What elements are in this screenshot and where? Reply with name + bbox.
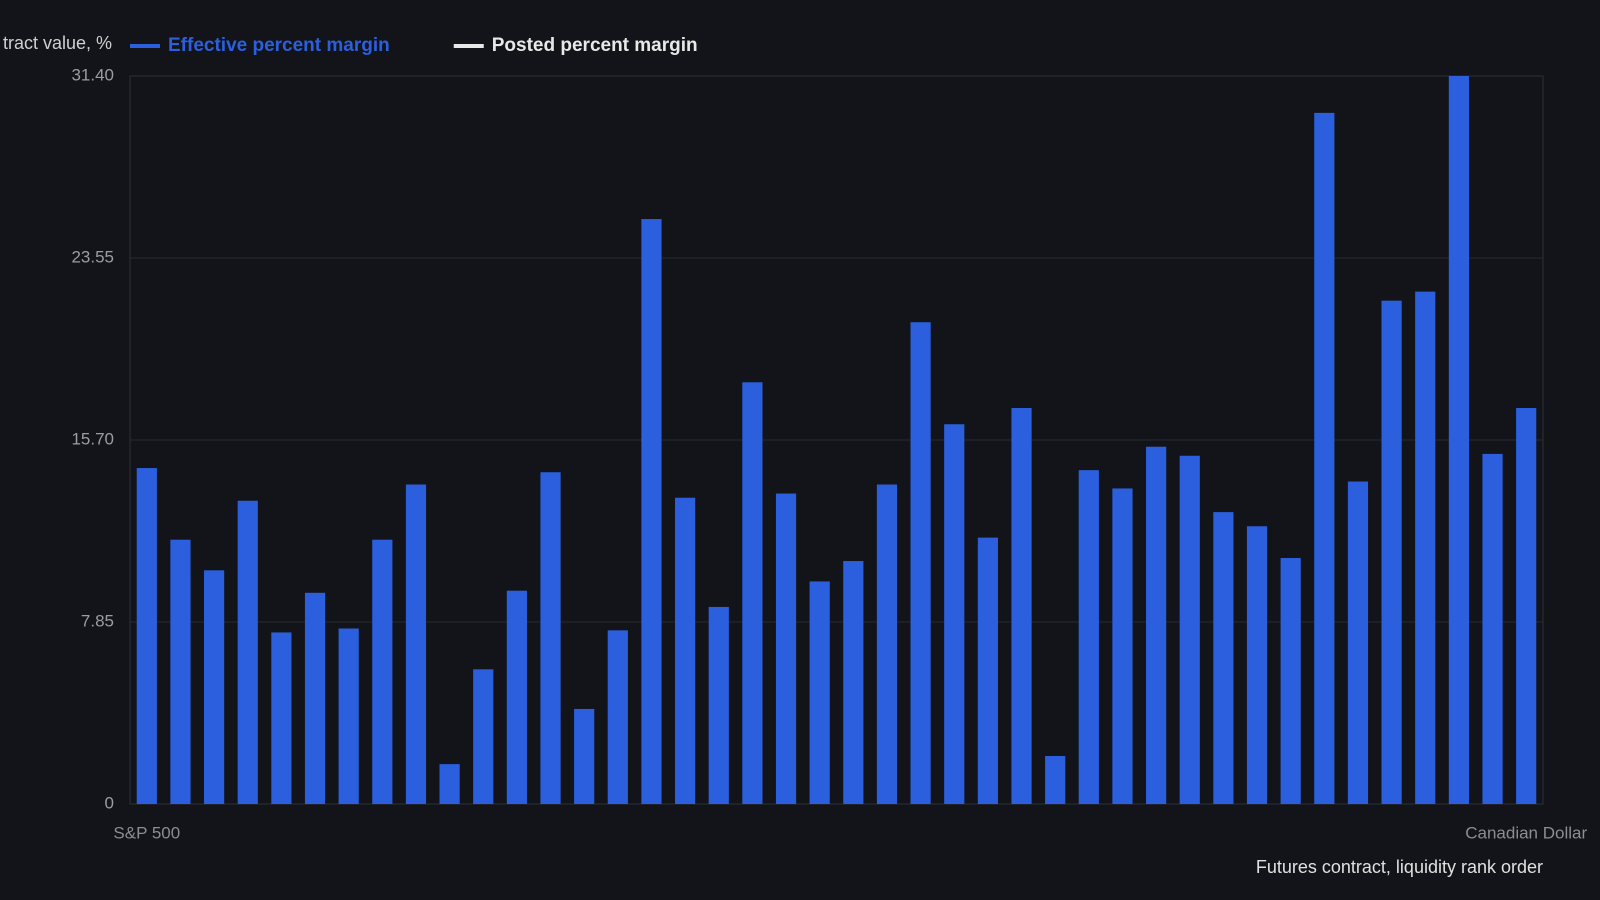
bar: [204, 570, 225, 804]
plot-frame: [129, 75, 1544, 805]
y-axis-label: tract value, %: [3, 33, 112, 53]
bar: [271, 632, 292, 804]
legend-label: Effective percent margin: [168, 35, 390, 56]
bar: [506, 590, 527, 804]
bar: [540, 472, 561, 804]
y-tick-label: 23.55: [71, 247, 114, 266]
bar: [742, 382, 763, 804]
bar: [338, 628, 359, 804]
bar: [304, 592, 326, 804]
bar: [237, 500, 258, 804]
bar: [1078, 470, 1099, 804]
bar: [1482, 453, 1503, 804]
x-tick-label: Canadian Dollar: [1465, 823, 1587, 842]
bar: [1314, 112, 1335, 804]
bar: [1516, 408, 1537, 804]
y-tick-label: 31.40: [71, 65, 114, 84]
y-tick-label: 15.70: [71, 429, 114, 448]
y-tick-label: 0: [105, 793, 114, 812]
bar: [809, 581, 830, 804]
bar: [372, 539, 393, 804]
bar: [439, 764, 460, 804]
bar: [1213, 512, 1234, 804]
bar: [1415, 291, 1436, 805]
bar: [944, 424, 965, 804]
bar: [641, 219, 662, 804]
bar: [977, 537, 998, 804]
bar: [910, 322, 931, 804]
bar: [876, 484, 898, 804]
bar: [1011, 408, 1032, 804]
y-tick-label: 7.85: [81, 611, 114, 630]
bar: [675, 497, 696, 804]
bar: [574, 708, 595, 804]
bar: [1112, 488, 1133, 804]
bar: [1448, 76, 1469, 804]
bar: [775, 493, 797, 804]
bar: [1381, 300, 1402, 804]
bar: [405, 484, 427, 804]
bar: [1179, 455, 1200, 804]
x-tick-label: S&P 500: [113, 823, 180, 842]
x-axis-label: Futures contract, liquidity rank order: [1256, 857, 1543, 877]
bar: [607, 630, 628, 804]
legend-label: Posted percent margin: [492, 35, 698, 56]
bar: [1246, 526, 1268, 804]
bar: [1280, 558, 1301, 804]
bar: [136, 468, 157, 804]
bar: [1045, 756, 1066, 804]
bar: [170, 539, 191, 804]
bar: [1347, 481, 1369, 804]
bar: [843, 561, 864, 804]
bar: [708, 606, 729, 804]
bar: [473, 669, 494, 804]
bar: [1146, 446, 1167, 804]
